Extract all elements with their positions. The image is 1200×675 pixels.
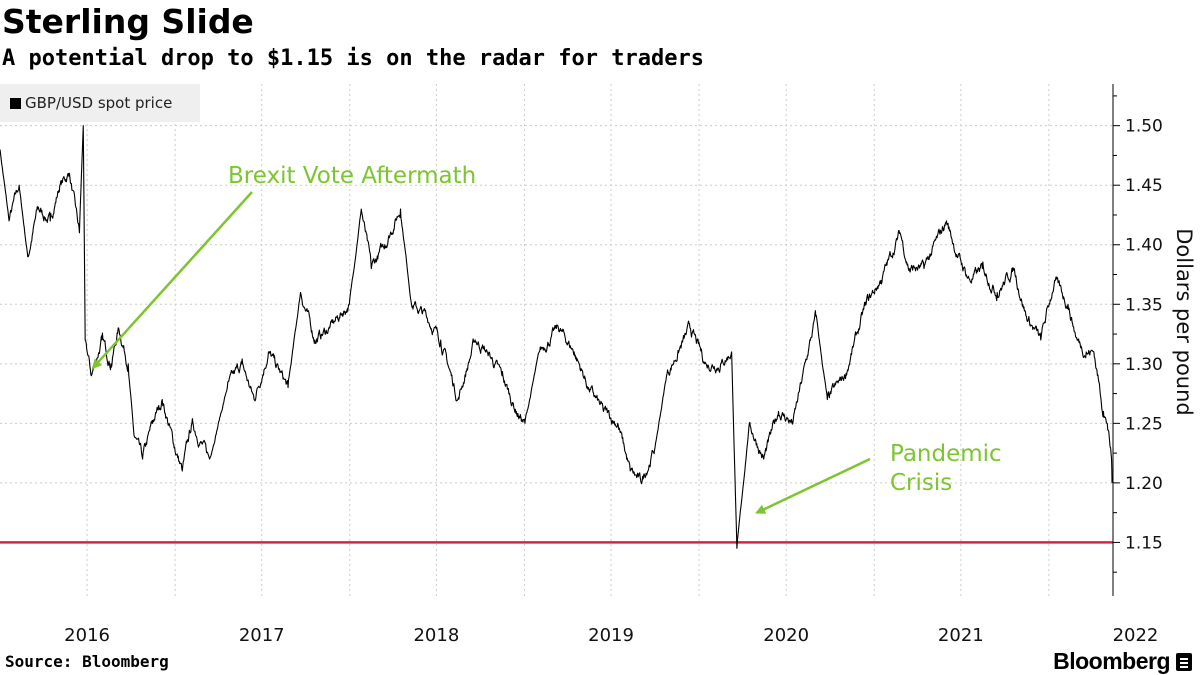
annotation-pandemic-line: Pandemic [890, 441, 1002, 467]
x-tick-label: 2017 [239, 625, 285, 646]
x-tick-label: 2021 [938, 625, 984, 646]
annotation-pandemic-arrow [755, 457, 871, 514]
y-tick-label: 1.30 [1125, 355, 1163, 375]
chart-subtitle: A potential drop to $1.15 is on the rada… [2, 46, 704, 71]
source-note: Source: Bloomberg [5, 652, 169, 671]
y-tick-label: 1.45 [1125, 176, 1163, 196]
y-tick-label: 1.20 [1125, 474, 1163, 494]
y-tick-label: 1.35 [1125, 295, 1163, 315]
y-tick-label: 1.50 [1125, 117, 1163, 137]
x-tick-label: 2018 [413, 625, 459, 646]
gridlines [0, 84, 1113, 596]
brand-wordmark: Bloomberg [1053, 648, 1170, 674]
annotation-brexit: Brexit Vote Aftermath [228, 163, 476, 189]
series-line [0, 125, 1113, 549]
terminal-icon [1176, 652, 1192, 671]
annotations: Brexit Vote Aftermath Pandemic Crisis [91, 163, 1002, 514]
annotation-pandemic-line: Crisis [890, 470, 952, 496]
x-tick-label: 2019 [588, 625, 634, 646]
chart-title: Sterling Slide [2, 2, 254, 41]
y-tick-label: 1.40 [1125, 236, 1163, 256]
legend-label: GBP/USD spot price [25, 94, 173, 112]
y-tick-label: 1.25 [1125, 414, 1163, 434]
x-tick-label: 2016 [64, 625, 110, 646]
brand-logo: Bloomberg [1053, 648, 1192, 675]
x-tick-label: 2020 [763, 625, 809, 646]
x-tick-label: 2022 [1113, 625, 1159, 646]
legend: GBP/USD spot price [0, 84, 200, 122]
legend-swatch [10, 97, 21, 109]
y-axis-title: Dollars per pound [1172, 228, 1196, 416]
y-tick-label: 1.15 [1125, 533, 1163, 553]
annotation-brexit-arrow [91, 191, 253, 370]
axes: 2016 2017 2018 2019 2020 2021 2022 1.15 1.20 1.25… [64, 84, 1196, 646]
series-group [0, 125, 1113, 549]
